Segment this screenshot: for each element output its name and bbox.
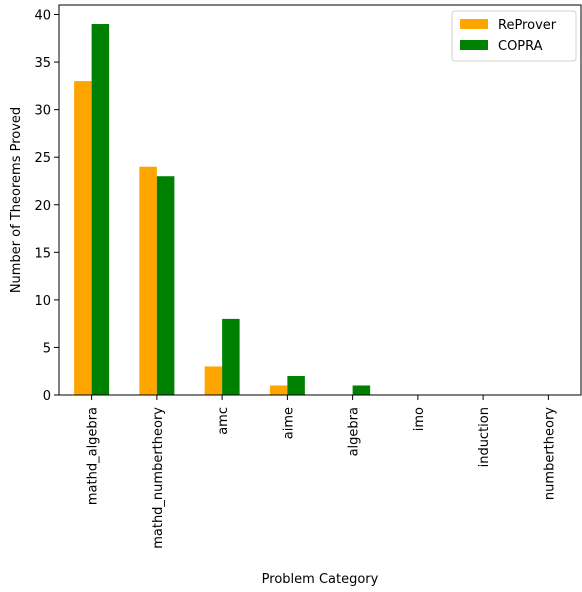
x-tick-label: algebra (347, 407, 362, 456)
x-axis-ticks: mathd_algebra mathd_numbertheory amc aime al… (86, 395, 557, 549)
y-tick-label: 5 (43, 341, 51, 356)
x-tick-label: induction (477, 407, 492, 467)
bar-copra-amc (222, 318, 240, 395)
x-tick-label: aime (281, 407, 296, 439)
bar-copra-aime (287, 375, 305, 395)
y-tick-label: 40 (34, 9, 51, 24)
legend: ReProver COPRA (451, 10, 577, 62)
y-tick-label: 30 (34, 104, 51, 119)
x-tick-label: amc (216, 407, 231, 435)
x-axis-label: Problem Category (262, 572, 379, 587)
legend-swatch-copra (460, 40, 488, 50)
y-tick-label: 10 (34, 294, 51, 309)
x-tick-label: imo (412, 407, 427, 431)
legend-label-copra: COPRA (498, 39, 543, 54)
legend-label-reprover: ReProver (498, 18, 557, 33)
y-tick-label: 20 (34, 199, 51, 214)
bar-copra-mathd_algebra (91, 24, 110, 396)
x-tick-label: mathd_numbertheory (151, 407, 166, 549)
x-tick-label: mathd_algebra (86, 407, 101, 505)
bars-layer (74, 24, 371, 396)
y-tick-label: 25 (34, 151, 51, 166)
x-tick-label: numbertheory (542, 407, 557, 500)
y-tick-label: 0 (43, 389, 51, 404)
bar-copra-mathd_numbertheory (156, 176, 175, 395)
bar-reprover-mathd_numbertheory (139, 166, 157, 395)
legend-swatch-reprover (460, 19, 488, 29)
y-tick-label: 35 (34, 56, 51, 71)
bar-reprover-aime (269, 385, 288, 395)
bar-copra-algebra (352, 385, 371, 395)
y-axis-label: Number of Theorems Proved (9, 107, 24, 293)
plot-frame (58, 4, 582, 396)
y-axis-ticks: 0 5 10 15 20 25 30 35 40 (34, 9, 59, 404)
y-tick-label: 15 (34, 246, 51, 261)
bar-reprover-mathd_algebra (74, 81, 92, 395)
bar-reprover-amc (204, 366, 223, 395)
